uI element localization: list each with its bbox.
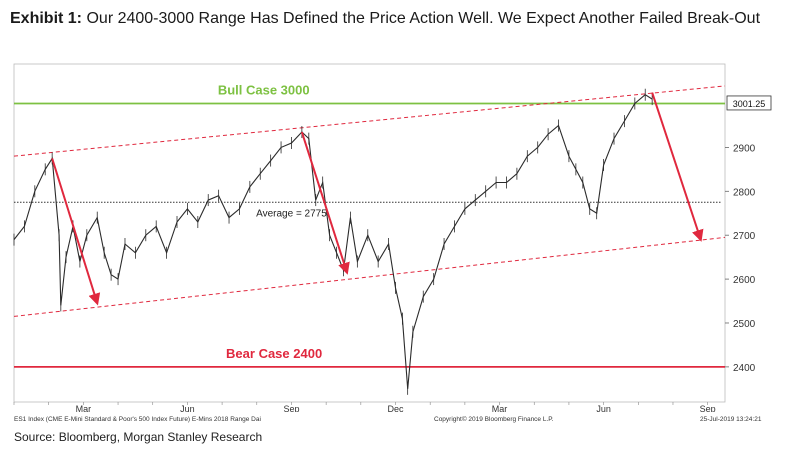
- bear-case-label: Bear Case 2400: [226, 346, 322, 361]
- x-tick-label: Mar: [492, 404, 508, 412]
- y-tick-label: 2500: [733, 319, 756, 330]
- down-arrow: [300, 131, 350, 275]
- chart-area: 2400 2500 2600 2700 2800 2900 Mar Jun Sep Dec Mar J…: [10, 62, 790, 442]
- chart-title: Exhibit 1: Our 2400-3000 Range Has Defin…: [10, 8, 770, 29]
- source-note: Source: Bloomberg, Morgan Stanley Resear…: [14, 430, 263, 444]
- price-series-line: [13, 94, 653, 389]
- last-price-tag: [726, 95, 772, 111]
- index-note: ES1 Index (CME E-Mini Standard & Poor's …: [14, 416, 261, 423]
- x-tick-label: Dec: [388, 404, 405, 412]
- down-arrow: [51, 158, 101, 306]
- x-tick-label: Sep: [283, 404, 299, 412]
- y-tick-label: 2900: [733, 143, 756, 154]
- price-chart: 2400 2500 2600 2700 2800 2900 Mar Jun Sep Dec Mar J…: [13, 63, 772, 428]
- y-tick-label: 2600: [733, 275, 756, 286]
- channel-lower-line: [13, 236, 726, 317]
- bull-case-label: Bull Case 3000: [218, 83, 310, 98]
- timestamp-note: 25-Jul-2019 13:24:21: [700, 416, 762, 423]
- copyright-note: Copyright© 2019 Bloomberg Finance L.P.: [434, 416, 554, 423]
- y-tick-label: 2400: [733, 363, 756, 374]
- y-tick-label: 2700: [733, 231, 756, 242]
- plot-frame: [13, 63, 726, 403]
- last-price-label: 3001.25: [733, 99, 766, 109]
- title-text: Our 2400-3000 Range Has Defined the Pric…: [86, 10, 761, 27]
- channel-upper-line: [13, 85, 726, 157]
- exhibit-label: Exhibit 1:: [10, 10, 83, 27]
- x-tick-label: Jun: [596, 404, 611, 412]
- x-tick-label: Mar: [76, 404, 92, 412]
- x-tick-label: Jun: [180, 404, 195, 412]
- x-tick-label: Sep: [700, 404, 716, 412]
- average-label: Average = 2775: [256, 208, 327, 219]
- down-arrow: [651, 92, 704, 242]
- y-tick-label: 2800: [733, 187, 756, 198]
